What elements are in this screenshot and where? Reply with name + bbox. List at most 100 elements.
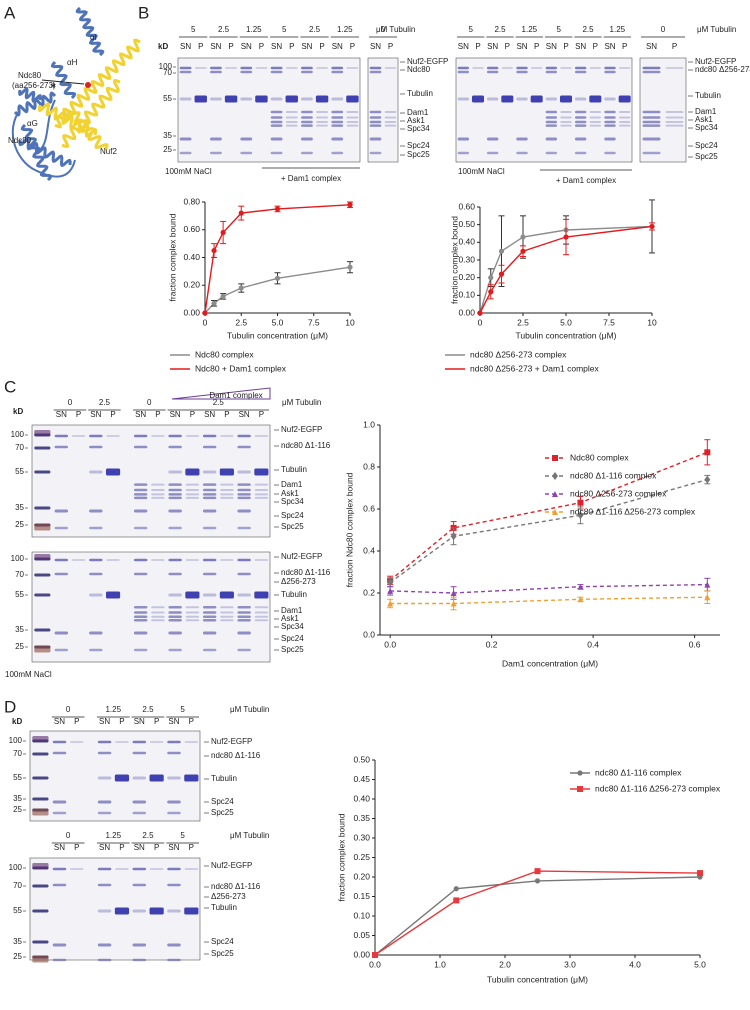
- gel-band: [168, 434, 182, 438]
- gel-band: [457, 137, 470, 141]
- gel-band: [133, 572, 148, 576]
- gel-band: [89, 593, 103, 597]
- band-label: Spc25: [695, 152, 718, 161]
- gel-band: [168, 509, 182, 513]
- gel-band: [133, 618, 148, 622]
- gel-band: [285, 124, 298, 127]
- data-point: [577, 583, 584, 590]
- gel-band: [132, 811, 147, 815]
- gel-band: [270, 120, 283, 124]
- gel-band: [54, 434, 69, 438]
- gel-band: [225, 67, 237, 69]
- gel-band: [545, 70, 558, 74]
- data-point: [387, 600, 394, 607]
- gel-band: [316, 67, 328, 69]
- gel-band: [574, 151, 587, 155]
- gel-band: [530, 67, 543, 69]
- gel-band: [574, 110, 587, 114]
- gel-band: [665, 120, 684, 123]
- gel-band: [254, 619, 269, 622]
- marker-size: 35: [15, 503, 24, 512]
- gel-band: [285, 110, 298, 113]
- gel-band: [219, 591, 234, 599]
- data-point: [563, 234, 569, 240]
- y-tick-label: 0.50: [458, 219, 475, 229]
- gel-band: [34, 554, 51, 560]
- x-tick-label: 4.0: [629, 959, 641, 969]
- gel-band: [168, 611, 182, 614]
- y-tick-label: 0.60: [183, 224, 200, 234]
- gel-band: [54, 572, 69, 576]
- gel-band: [486, 137, 499, 141]
- gel-band: [132, 751, 147, 755]
- gel-band: [285, 116, 298, 119]
- gel-band: [316, 110, 328, 113]
- conc-label: 5: [180, 705, 185, 714]
- gel-band: [574, 120, 587, 124]
- y-tick-label: 0.25: [353, 852, 370, 862]
- band-label: Spc24: [695, 141, 718, 150]
- lane-label: SN: [239, 410, 250, 419]
- gel-band: [457, 97, 470, 101]
- gel-band: [210, 137, 222, 141]
- structure-label: Ndc80: [18, 71, 42, 80]
- gel-band: [115, 741, 129, 743]
- gel-band: [202, 558, 217, 562]
- gel-band: [133, 483, 148, 486]
- gel-band: [331, 97, 344, 101]
- gel-band: [132, 867, 147, 871]
- gel-band: [384, 110, 397, 113]
- gel-band: [545, 151, 558, 155]
- gel-band: [185, 493, 200, 496]
- gel-band: [384, 120, 397, 123]
- data-point: [534, 868, 541, 875]
- gel-band: [34, 523, 51, 531]
- y-tick-label: 0.4: [363, 545, 375, 555]
- helix: [18, 87, 42, 103]
- gel-band: [237, 470, 251, 474]
- gel-band: [70, 868, 84, 870]
- gel-band: [486, 70, 499, 74]
- legend-label: Ndc80 complex: [570, 452, 629, 462]
- series-line: [374, 870, 701, 956]
- conc-label: 1.25: [105, 705, 121, 714]
- gel-band: [151, 496, 165, 499]
- gel-band: [618, 67, 631, 69]
- gel-band: [254, 591, 269, 599]
- gel-band: [168, 526, 182, 530]
- data-point: [347, 202, 353, 208]
- kd-label: kD: [12, 717, 22, 726]
- gel-band: [516, 97, 528, 101]
- gel-band: [210, 66, 222, 70]
- y-tick-label: 0.2: [363, 587, 375, 597]
- gel-band: [133, 631, 148, 635]
- data-point: [488, 275, 494, 281]
- gel-band: [346, 95, 359, 103]
- gel-band: [220, 489, 234, 491]
- gel-band: [32, 752, 49, 756]
- gel-band: [316, 120, 328, 123]
- structure-label: αI: [90, 33, 97, 42]
- x-tick-label: 10: [345, 317, 355, 327]
- conc-label: 1.25: [610, 25, 626, 34]
- gel-band: [331, 137, 344, 141]
- gel-band: [369, 124, 382, 127]
- gel-band: [97, 867, 112, 871]
- gel-band: [168, 572, 182, 576]
- lane-label: P: [189, 843, 194, 852]
- gel-band: [105, 591, 121, 599]
- marker-size: 25: [163, 145, 172, 154]
- gel-band: [665, 110, 684, 113]
- gel-band: [545, 120, 558, 124]
- coil: [11, 99, 76, 178]
- gel-band: [237, 493, 251, 496]
- gel-band: [210, 70, 222, 74]
- gel-band: [237, 496, 251, 500]
- gel-band: [516, 70, 528, 74]
- gel-band: [301, 110, 313, 114]
- lane-label: SN: [135, 410, 146, 419]
- gel-band: [151, 611, 165, 614]
- band-label: Spc24: [407, 141, 430, 150]
- series-line: [204, 204, 351, 314]
- band-label: Tubulin: [211, 903, 237, 912]
